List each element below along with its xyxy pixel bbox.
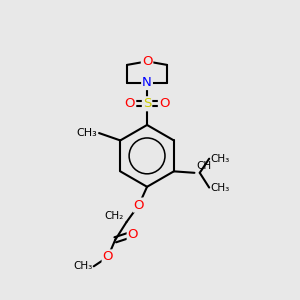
Text: CH₃: CH₃ bbox=[211, 182, 230, 193]
Text: CH: CH bbox=[196, 161, 211, 171]
Text: O: O bbox=[134, 199, 144, 212]
Text: N: N bbox=[142, 76, 152, 89]
Text: O: O bbox=[142, 55, 152, 68]
Text: O: O bbox=[128, 228, 138, 241]
Text: CH₃: CH₃ bbox=[76, 128, 97, 138]
Text: CH₃: CH₃ bbox=[73, 261, 92, 271]
Text: CH₂: CH₂ bbox=[105, 211, 124, 221]
Text: S: S bbox=[143, 97, 151, 110]
Text: CH₃: CH₃ bbox=[211, 154, 230, 164]
Text: O: O bbox=[125, 97, 135, 110]
Text: O: O bbox=[103, 250, 113, 263]
Text: O: O bbox=[159, 97, 169, 110]
